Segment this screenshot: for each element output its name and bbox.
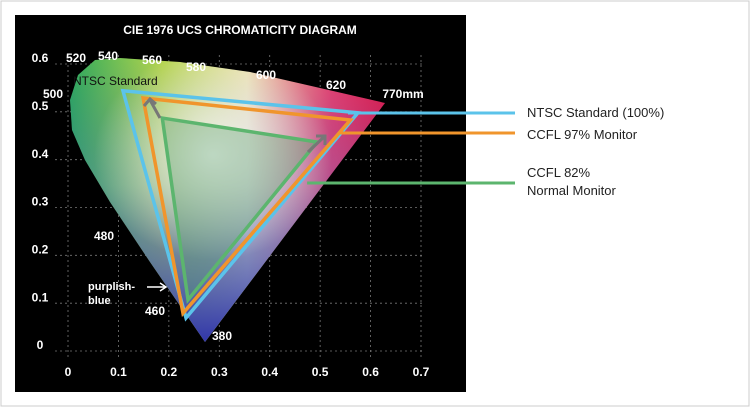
y-tick-label: 0.3 [32,195,49,209]
wavelength-label: 560 [142,53,162,67]
wavelength-label: 500 [43,87,63,101]
wavelength-label: 460 [145,304,165,318]
x-tick-label: 0.6 [362,365,379,379]
arrow [142,96,162,119]
gamut-triangle [160,115,321,305]
gamut-triangle [140,95,354,318]
annotation: NTSC Standard [73,74,158,88]
y-tick-label: 0.1 [32,290,49,304]
wavelength-label: 580 [186,60,206,74]
wavelength-label: 770mm [382,87,423,101]
y-tick-label: 0.5 [32,99,49,113]
wavelength-label: 480 [94,229,114,243]
gamut-triangle [120,88,362,322]
x-tick-label: 0.5 [312,365,329,379]
chart-title: CIE 1976 UCS CHROMATICITY DIAGRAM [123,23,357,37]
legend-label: CCFL 82% Normal Monitor [527,165,616,198]
arrow [306,134,327,154]
wavelength-label: 520 [66,51,86,65]
legend-label: CCFL 97% Monitor [527,127,638,142]
x-tick-label: 0.2 [161,365,178,379]
y-tick-label: 0.6 [32,51,49,65]
wavelength-label: 380 [212,329,232,343]
annotation: purplish-blue [88,281,135,307]
y-tick-label: 0 [37,338,44,352]
arrow [147,282,168,292]
y-tick-label: 0.4 [32,147,49,161]
y-tick-label: 0.2 [32,243,49,257]
x-tick-label: 0.7 [413,365,430,379]
wavelength-label: 620 [326,78,346,92]
x-tick-label: 0.4 [261,365,278,379]
wavelength-label: 540 [98,49,118,63]
x-tick-label: 0.3 [211,365,228,379]
legend-label: NTSC Standard (100%) [527,105,665,120]
wavelength-label: 600 [256,68,276,82]
x-tick-label: 0 [65,365,72,379]
x-tick-label: 0.1 [110,365,127,379]
